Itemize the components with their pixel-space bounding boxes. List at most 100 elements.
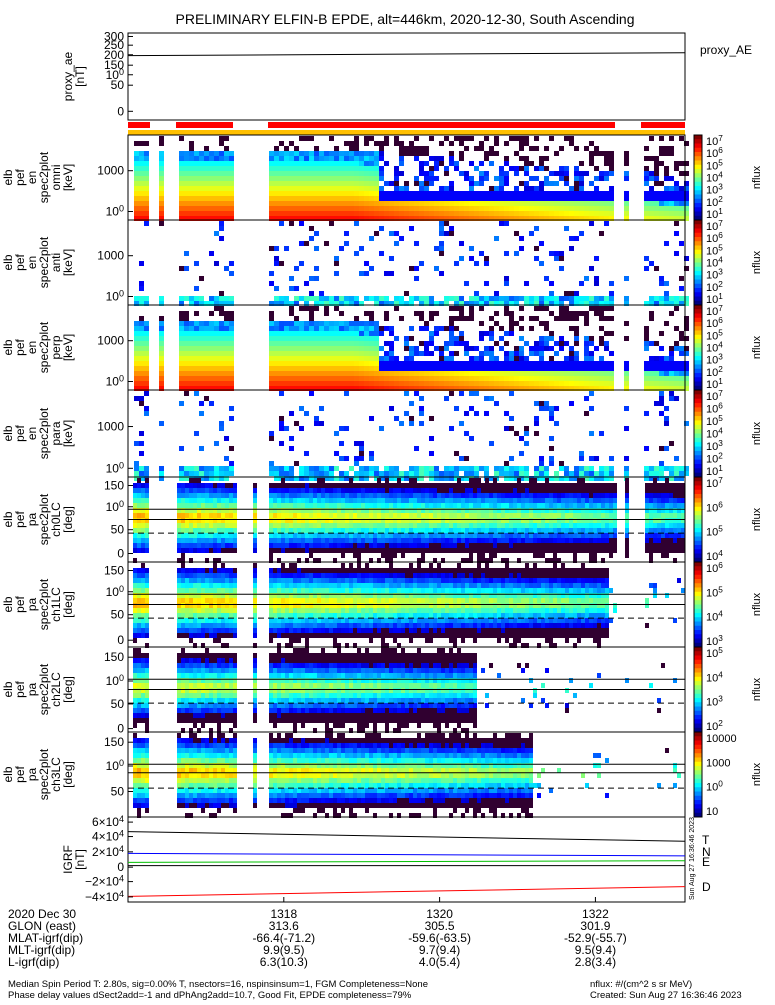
heatmap-cell	[569, 351, 574, 356]
heatmap-cell	[314, 471, 319, 476]
heatmap-cell	[481, 548, 485, 553]
heatmap-cell	[505, 518, 509, 523]
heatmap-cell	[419, 411, 424, 416]
heatmap-cell	[581, 518, 585, 523]
heatmap-cell	[384, 301, 389, 306]
heatmap-cell	[454, 316, 459, 321]
heatmap-cell	[309, 341, 314, 346]
heatmap-cell	[389, 471, 394, 476]
heatmap-cell	[349, 528, 353, 533]
heatmap-cell	[159, 196, 164, 201]
heatmap-cell	[624, 406, 629, 411]
heatmap-cell	[374, 361, 379, 366]
heatmap-cell	[569, 296, 574, 301]
heatmap-cell	[465, 528, 469, 533]
heatmap-cell	[684, 171, 689, 176]
heatmap-cell	[379, 166, 384, 171]
heatmap-cell	[569, 371, 574, 376]
heatmap-cell	[439, 301, 444, 306]
heatmap-cell	[269, 326, 274, 331]
heatmap-cell	[324, 341, 329, 346]
heatmap-cell	[309, 376, 314, 381]
heatmap-cell	[374, 321, 379, 326]
heatmap-cell	[284, 476, 289, 481]
heatmap-cell	[341, 498, 345, 503]
heatmap-cell	[134, 466, 139, 471]
heatmap-cell	[457, 548, 461, 553]
heatmap-cell	[221, 483, 225, 488]
heatmap-cell	[594, 211, 599, 216]
heatmap-cell	[649, 528, 653, 533]
heatmap-cell	[294, 376, 299, 381]
heatmap-cell	[494, 216, 499, 221]
heatmap-cell	[204, 186, 209, 191]
heatmap-cell	[333, 498, 337, 503]
heatmap-cell	[397, 518, 401, 523]
heatmap-cell	[401, 513, 405, 518]
heatmap-cell	[469, 176, 474, 181]
heatmap-cell	[665, 503, 669, 508]
heatmap-cell	[589, 456, 594, 461]
heatmap-cell	[549, 356, 554, 361]
heatmap-cell	[624, 466, 629, 471]
heatmap-cell	[581, 498, 585, 503]
heatmap-cell	[274, 476, 279, 481]
heatmap-cell	[525, 488, 529, 493]
heatmap-cell	[294, 201, 299, 206]
heatmap-cell	[429, 211, 434, 216]
heatmap-cell	[193, 568, 197, 573]
heatmap-cell	[605, 503, 609, 508]
heatmap-cell	[279, 386, 284, 391]
heatmap-cell	[304, 361, 309, 366]
heatmap-cell	[669, 216, 674, 221]
heatmap-cell	[344, 381, 349, 386]
heatmap-cell	[194, 191, 199, 196]
heatmap-cell	[561, 513, 565, 518]
heatmap-cell	[345, 493, 349, 498]
heatmap-cell	[334, 376, 339, 381]
heatmap-cell	[579, 216, 584, 221]
heatmap-cell	[464, 431, 469, 436]
heatmap-cell	[379, 356, 384, 361]
heatmap-cell	[485, 493, 489, 498]
heatmap-cell	[569, 236, 574, 241]
heatmap-cell	[359, 186, 364, 191]
heatmap-cell	[524, 376, 529, 381]
heatmap-cell	[341, 483, 345, 488]
heatmap-cell	[544, 406, 549, 411]
heatmap-cell	[293, 513, 297, 518]
heatmap-cell	[224, 316, 229, 321]
heatmap-cell	[421, 538, 425, 543]
heatmap-cell	[369, 166, 374, 171]
heatmap-cell	[339, 296, 344, 301]
heatmap-cell	[269, 518, 273, 523]
heatmap-cell	[317, 498, 321, 503]
heatmap-cell	[413, 508, 417, 513]
heatmap-cell	[549, 376, 554, 381]
heatmap-cell	[314, 201, 319, 206]
heatmap-cell	[304, 296, 309, 301]
heatmap-cell	[144, 366, 149, 371]
heatmap-cell	[574, 376, 579, 381]
heatmap-cell	[539, 341, 544, 346]
heatmap-cell	[314, 336, 319, 341]
heatmap-cell	[334, 356, 339, 361]
heatmap-cell	[224, 211, 229, 216]
heatmap-cell	[517, 528, 521, 533]
heatmap-cell	[354, 441, 359, 446]
heatmap-cell	[353, 533, 357, 538]
heatmap-cell	[404, 346, 409, 351]
heatmap-cell	[524, 361, 529, 366]
heatmap-cell	[309, 296, 314, 301]
heatmap-cell	[661, 523, 665, 528]
heatmap-cell	[409, 548, 413, 553]
heatmap-cell	[525, 528, 529, 533]
heatmap-cell	[269, 191, 274, 196]
heatmap-cell	[141, 583, 145, 588]
heatmap-cell	[177, 558, 181, 563]
heatmap-cell	[344, 456, 349, 461]
heatmap-cell	[289, 191, 294, 196]
heatmap-cell	[613, 503, 617, 508]
heatmap-cell	[529, 206, 534, 211]
